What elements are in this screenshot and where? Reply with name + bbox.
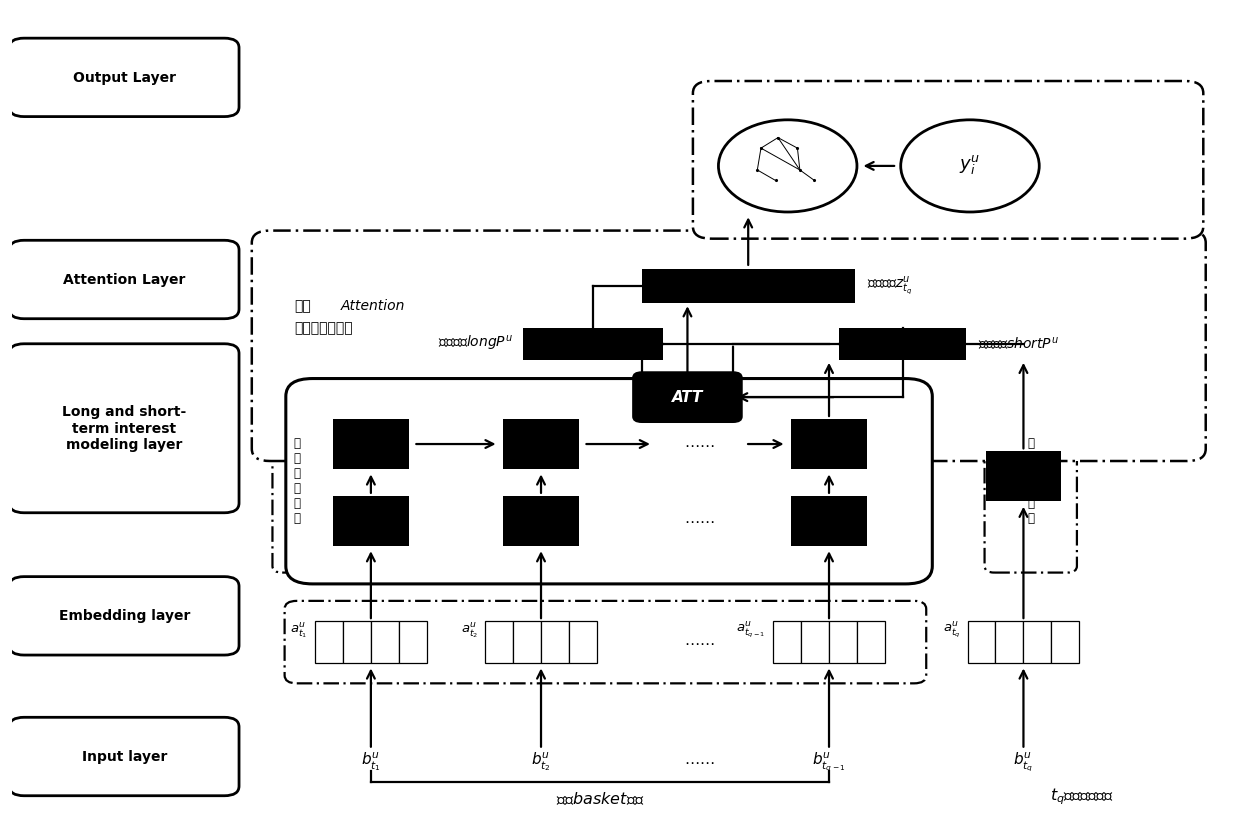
FancyBboxPatch shape (252, 230, 1205, 461)
Text: $\cdots\cdots$: $\cdots\cdots$ (683, 634, 714, 649)
Bar (334, 419, 408, 469)
Text: $y^u_i$: $y^u_i$ (960, 154, 981, 177)
Text: Input layer: Input layer (82, 750, 167, 764)
Bar (801, 621, 830, 663)
Bar (838, 328, 966, 360)
Bar (523, 328, 662, 360)
Bar (1023, 621, 1052, 663)
Bar (343, 621, 371, 663)
Text: Attention: Attention (341, 299, 405, 313)
Bar (830, 621, 857, 663)
Text: $a^u_{t_1}$: $a^u_{t_1}$ (290, 621, 308, 640)
FancyBboxPatch shape (273, 390, 322, 573)
Text: $\cdots\cdots$: $\cdots\cdots$ (683, 436, 714, 451)
FancyBboxPatch shape (277, 264, 557, 356)
Bar (791, 419, 867, 469)
Bar (334, 496, 408, 546)
FancyBboxPatch shape (10, 717, 239, 796)
Text: Attention Layer: Attention Layer (63, 273, 186, 287)
Text: 聚合偏好$z^u_{t_q}$: 聚合偏好$z^u_{t_q}$ (867, 276, 911, 298)
Bar (541, 621, 569, 663)
FancyBboxPatch shape (616, 250, 1164, 323)
Text: $a^u_{t_2}$: $a^u_{t_2}$ (460, 621, 477, 640)
Text: $b^u_{t_1}$: $b^u_{t_1}$ (361, 750, 381, 773)
Bar (996, 621, 1023, 663)
Text: $\cdots\cdots$: $\cdots\cdots$ (683, 513, 714, 528)
Text: 稳定偏好$longP^u$: 稳定偏好$longP^u$ (438, 334, 513, 353)
Text: Long and short-
term interest
modeling layer: Long and short- term interest modeling l… (62, 405, 186, 452)
FancyBboxPatch shape (10, 38, 239, 116)
Bar (986, 451, 1061, 502)
FancyBboxPatch shape (10, 240, 239, 318)
Text: 历史$basket$序列: 历史$basket$序列 (557, 790, 645, 807)
Bar (485, 621, 513, 663)
Text: Output Layer: Output Layer (73, 71, 176, 85)
FancyBboxPatch shape (10, 577, 239, 655)
Text: $a^u_{t_q}$: $a^u_{t_q}$ (942, 620, 960, 640)
Bar (371, 621, 399, 663)
Bar (513, 621, 541, 663)
FancyBboxPatch shape (985, 390, 1076, 573)
Bar (857, 621, 885, 663)
Bar (967, 621, 996, 663)
Bar (399, 621, 427, 663)
Text: 长
期
偏
好
建
模: 长 期 偏 好 建 模 (294, 437, 301, 526)
Circle shape (718, 120, 857, 212)
Bar (642, 270, 854, 304)
Text: $b^u_{t_2}$: $b^u_{t_2}$ (531, 750, 551, 773)
Text: 即
时
兴
趣
建
模: 即 时 兴 趣 建 模 (1027, 437, 1034, 526)
Text: $t_q$时刻提问商品: $t_q$时刻提问商品 (1050, 786, 1114, 807)
Bar (773, 621, 801, 663)
Text: $\cdots\cdots$: $\cdots\cdots$ (683, 755, 714, 769)
Bar (569, 621, 596, 663)
Text: 基于: 基于 (294, 299, 311, 313)
Bar (503, 419, 579, 469)
Text: Embedding layer: Embedding layer (58, 609, 190, 623)
Bar (791, 496, 867, 546)
Text: $b^u_{t_{q-1}}$: $b^u_{t_{q-1}}$ (812, 750, 846, 774)
Circle shape (900, 120, 1039, 212)
FancyBboxPatch shape (277, 299, 642, 389)
Text: 即时兴趣$shortP^u$: 即时兴趣$shortP^u$ (978, 336, 1059, 352)
FancyBboxPatch shape (285, 379, 932, 584)
Text: ATT: ATT (672, 389, 703, 404)
Bar (503, 496, 579, 546)
Text: $a^u_{t_{q-1}}$: $a^u_{t_{q-1}}$ (737, 620, 766, 640)
Bar (1052, 621, 1079, 663)
FancyBboxPatch shape (285, 601, 926, 683)
Bar (315, 621, 343, 663)
FancyBboxPatch shape (632, 371, 743, 423)
FancyBboxPatch shape (805, 299, 1195, 389)
Text: $b^u_{t_q}$: $b^u_{t_q}$ (1013, 750, 1034, 774)
FancyBboxPatch shape (10, 344, 239, 513)
Text: 长短期偏好聚合: 长短期偏好聚合 (294, 322, 353, 336)
FancyBboxPatch shape (693, 81, 1203, 238)
